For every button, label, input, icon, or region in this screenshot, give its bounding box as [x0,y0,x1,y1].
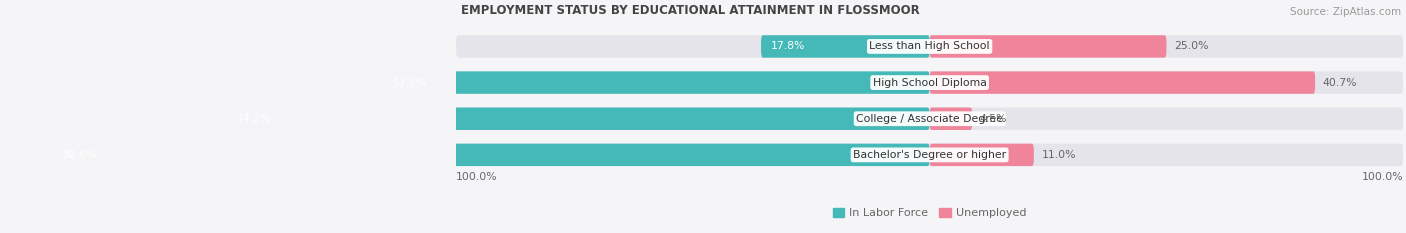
Text: 92.6%: 92.6% [62,150,97,160]
Text: EMPLOYMENT STATUS BY EDUCATIONAL ATTAINMENT IN FLOSSMOOR: EMPLOYMENT STATUS BY EDUCATIONAL ATTAINM… [461,4,920,17]
FancyBboxPatch shape [52,144,929,166]
FancyBboxPatch shape [456,107,1403,130]
Text: Less than High School: Less than High School [869,41,990,51]
FancyBboxPatch shape [761,35,929,58]
FancyBboxPatch shape [384,71,929,94]
FancyBboxPatch shape [929,71,1315,94]
FancyBboxPatch shape [226,107,929,130]
FancyBboxPatch shape [456,35,1403,58]
Text: 17.8%: 17.8% [770,41,804,51]
FancyBboxPatch shape [456,71,1403,94]
Text: 11.0%: 11.0% [1042,150,1076,160]
Text: Source: ZipAtlas.com: Source: ZipAtlas.com [1291,7,1402,17]
Legend: In Labor Force, Unemployed: In Labor Force, Unemployed [828,203,1031,223]
FancyBboxPatch shape [456,144,1403,166]
FancyBboxPatch shape [929,144,1033,166]
Text: 40.7%: 40.7% [1323,78,1357,88]
Text: 25.0%: 25.0% [1174,41,1209,51]
Text: 100.0%: 100.0% [1361,172,1403,182]
Text: Bachelor's Degree or higher: Bachelor's Degree or higher [853,150,1007,160]
Text: High School Diploma: High School Diploma [873,78,987,88]
Text: 74.2%: 74.2% [236,114,271,124]
Text: 57.7%: 57.7% [392,78,427,88]
FancyBboxPatch shape [929,107,973,130]
FancyBboxPatch shape [929,35,1167,58]
Text: 4.5%: 4.5% [980,114,1007,124]
Text: 100.0%: 100.0% [456,172,498,182]
Text: College / Associate Degree: College / Associate Degree [856,114,1002,124]
